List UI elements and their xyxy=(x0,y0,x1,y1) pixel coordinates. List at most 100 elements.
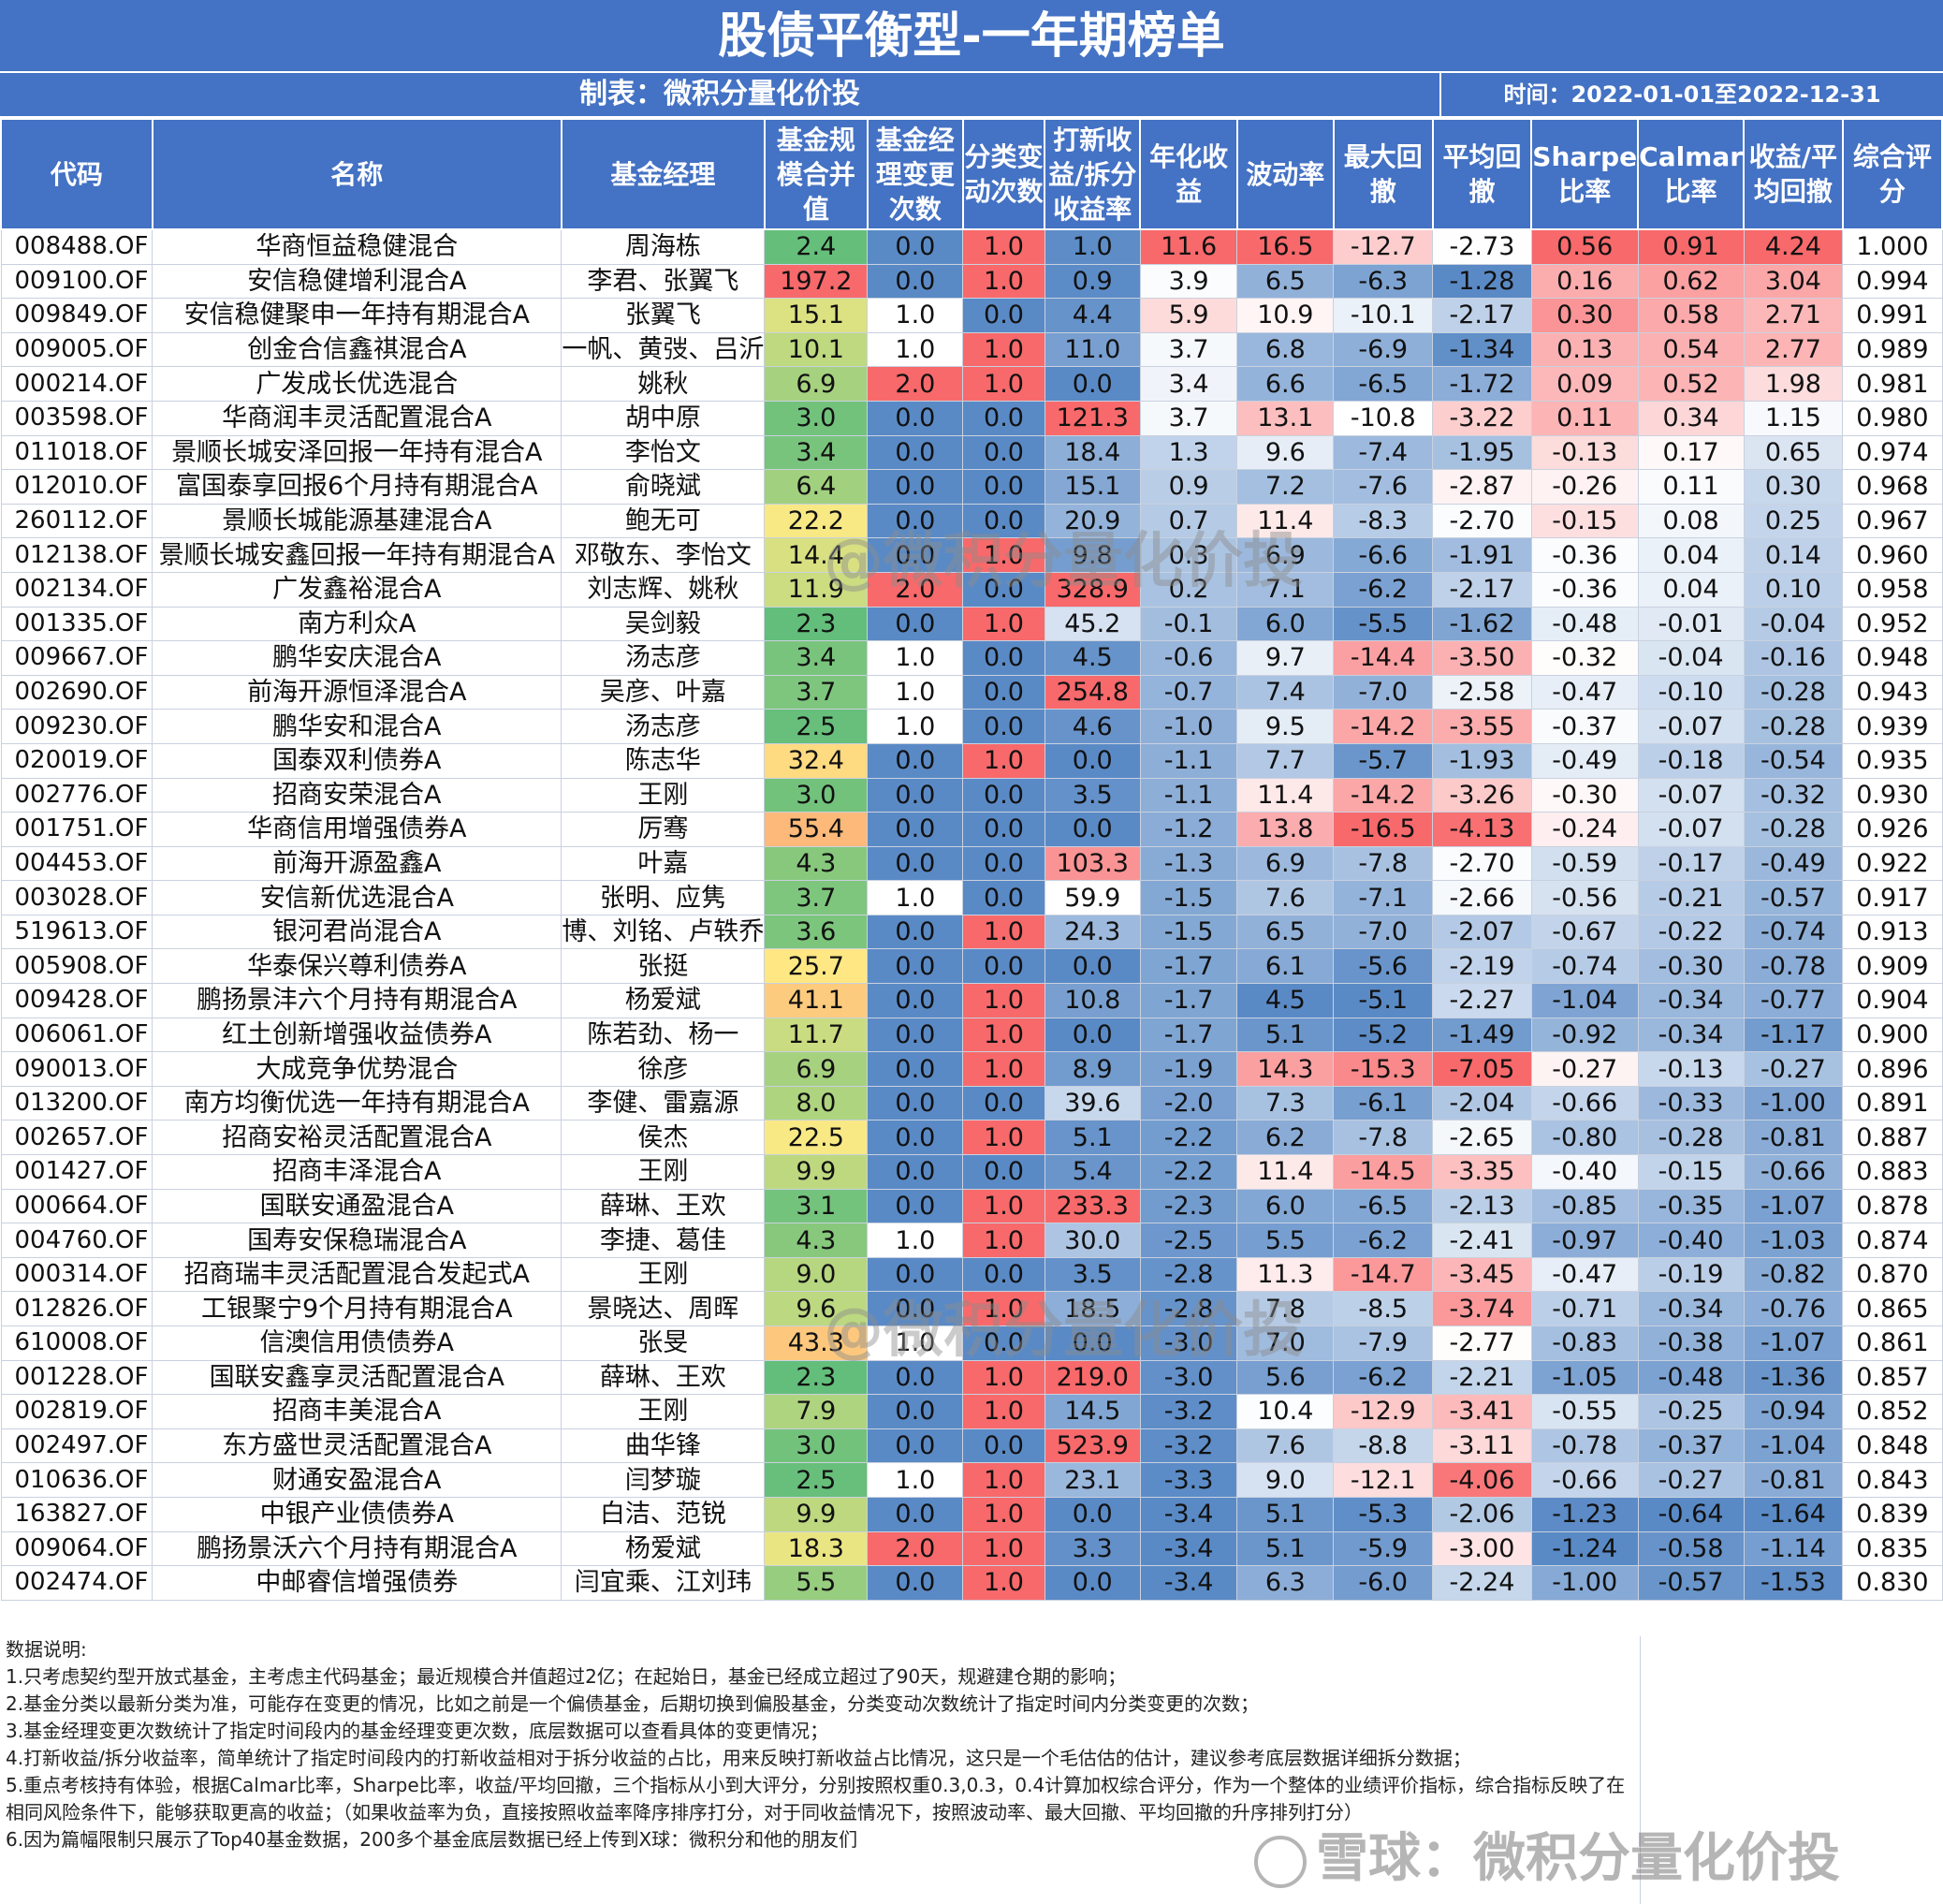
col-header: 名称 xyxy=(151,118,562,230)
table-row: 009100.OF 安信稳健增利混合A 李君、张翼飞 197.2 0.0 1.0 0.9 3.… xyxy=(0,263,1943,300)
return-avg-drawdown-cell: -1.17 xyxy=(1743,1017,1844,1053)
manager-change-count-cell: 0.0 xyxy=(867,1394,964,1429)
return-avg-drawdown-cell: -0.74 xyxy=(1743,914,1844,950)
category-change-count-cell: 1.0 xyxy=(962,1359,1045,1396)
fund-size-cell: 10.1 xyxy=(764,331,869,368)
volatility-cell: 9.0 xyxy=(1236,1462,1335,1498)
return-avg-drawdown-cell: -0.28 xyxy=(1743,812,1844,847)
sharpe-ratio-cell: -0.32 xyxy=(1530,640,1639,676)
table-header-row: 代码 名称 基金经理 基金规模合并值 基金经理变更次数 分类变动次数 打新收益/拆分收益率年… xyxy=(0,118,1943,230)
note-line: 4.打新收益/拆分收益率，简单统计了指定时间段内的打新收益相对于拆分收益的占比，… xyxy=(6,1747,1471,1769)
category-change-count-cell: 0.0 xyxy=(962,812,1045,847)
table-row: 005908.OF 华泰保兴尊利债券A 张挺 25.7 0.0 0.0 0.0 -1.7 6.1… xyxy=(0,948,1943,985)
category-change-count-cell: 0.0 xyxy=(962,777,1045,813)
note-line: 3.基金经理变更次数统计了指定时间段内的基金经理变更次数，底层数据可以查看具体的… xyxy=(6,1720,829,1742)
note-line: 1.只考虑契约型开放式基金，主考虑主代码基金；最近规模合并值超过2亿；在起始日，… xyxy=(6,1665,1127,1688)
col-header: 收益/平均回撤 xyxy=(1743,118,1844,230)
annualized-return-cell: -1.1 xyxy=(1139,777,1238,813)
fund-manager-cell: 姚秋 xyxy=(561,366,766,402)
avg-drawdown-cell: -2.65 xyxy=(1432,1120,1532,1156)
annualized-return-cell: -1.7 xyxy=(1139,948,1238,985)
volatility-cell: 11.4 xyxy=(1236,777,1335,813)
volatility-cell: 4.5 xyxy=(1236,983,1335,1018)
fund-size-cell: 7.9 xyxy=(764,1394,869,1429)
fund-name-cell: 国联安通盈混合A xyxy=(152,1188,562,1224)
annualized-return-cell: -0.7 xyxy=(1139,674,1238,710)
return-avg-drawdown-cell: 2.71 xyxy=(1743,298,1844,333)
fund-code-cell: 011018.OF xyxy=(0,434,153,471)
fund-code-cell: 008488.OF xyxy=(0,228,153,265)
sharpe-ratio-cell: -0.15 xyxy=(1530,503,1639,539)
fund-manager-cell: 王刚 xyxy=(561,1394,766,1429)
return-avg-drawdown-cell: 0.30 xyxy=(1743,469,1844,505)
fund-code-cell: 003028.OF xyxy=(0,880,153,915)
annualized-return-cell: -3.4 xyxy=(1139,1531,1238,1567)
fund-size-cell: 3.4 xyxy=(764,434,869,471)
fund-size-cell: 197.2 xyxy=(764,263,869,300)
col-header: 年化收益 xyxy=(1139,118,1238,230)
avg-drawdown-cell: -2.17 xyxy=(1432,298,1532,333)
fund-size-cell: 22.5 xyxy=(764,1120,869,1156)
col-header: 基金经理变更次数 xyxy=(866,118,964,230)
max-drawdown-cell: -5.7 xyxy=(1333,742,1434,779)
avg-drawdown-cell: -1.49 xyxy=(1432,1017,1532,1053)
col-header: 平均回撤 xyxy=(1431,118,1533,230)
annualized-return-cell: -2.2 xyxy=(1139,1120,1238,1156)
calmar-ratio-cell: -0.18 xyxy=(1637,742,1745,779)
sharpe-ratio-cell: -1.24 xyxy=(1530,1531,1639,1567)
calmar-ratio-cell: 0.62 xyxy=(1637,263,1745,300)
composite-score-cell: 0.967 xyxy=(1842,503,1943,539)
category-change-count-cell: 0.0 xyxy=(962,434,1045,471)
max-drawdown-cell: -12.1 xyxy=(1333,1462,1434,1498)
max-drawdown-cell: -6.9 xyxy=(1333,331,1434,368)
volatility-cell: 6.0 xyxy=(1236,606,1335,642)
avg-drawdown-cell: -3.35 xyxy=(1432,1154,1532,1190)
col-header: 基金规模合并值 xyxy=(763,118,869,230)
fund-size-cell: 4.3 xyxy=(764,1223,869,1258)
fund-name-cell: 华泰保兴尊利债券A xyxy=(152,948,562,985)
annualized-return-cell: -1.1 xyxy=(1139,742,1238,779)
composite-score-cell: 0.943 xyxy=(1842,674,1943,710)
table-row: 009064.OF 鹏扬景沃六个月持有期混合A 杨爱斌 18.3 2.0 1.0 3.3 -3… xyxy=(0,1531,1943,1567)
fund-name-cell: 信澳信用债债券A xyxy=(152,1325,562,1361)
max-drawdown-cell: -14.2 xyxy=(1333,709,1434,744)
calmar-ratio-cell: -0.21 xyxy=(1637,880,1745,915)
note-line: 数据说明: xyxy=(6,1638,87,1661)
ipo-return-ratio-cell: 11.0 xyxy=(1044,331,1141,368)
table-row: 002776.OF 招商安荣混合A 王刚 3.0 0.0 0.0 3.5 -1.1 11.4 -1… xyxy=(0,777,1943,813)
fund-code-cell: 005908.OF xyxy=(0,948,153,985)
table-row: 004760.OF 国寿安保稳瑞混合A 李捷、葛佳 4.3 1.0 1.0 30.0 -2.5… xyxy=(0,1223,1943,1258)
calmar-ratio-cell: -0.22 xyxy=(1637,914,1745,950)
manager-change-count-cell: 0.0 xyxy=(867,948,964,985)
fund-name-cell: 招商安荣混合A xyxy=(152,777,562,813)
annualized-return-cell: -3.3 xyxy=(1139,1462,1238,1498)
composite-score-cell: 0.839 xyxy=(1842,1496,1943,1532)
max-drawdown-cell: -5.5 xyxy=(1333,606,1434,642)
manager-change-count-cell: 0.0 xyxy=(867,606,964,642)
fund-code-cell: 002657.OF xyxy=(0,1120,153,1156)
ipo-return-ratio-cell: 5.4 xyxy=(1044,1154,1141,1190)
ipo-return-ratio-cell: 0.0 xyxy=(1044,1325,1141,1361)
composite-score-cell: 0.848 xyxy=(1842,1428,1943,1464)
fund-manager-cell: 薛琳、王欢 xyxy=(561,1359,766,1396)
composite-score-cell: 0.980 xyxy=(1842,400,1943,436)
max-drawdown-cell: -6.3 xyxy=(1333,263,1434,300)
fund-size-cell: 6.9 xyxy=(764,366,869,402)
volatility-cell: 9.5 xyxy=(1236,709,1335,744)
volatility-cell: 11.4 xyxy=(1236,1154,1335,1190)
sharpe-ratio-cell: 0.30 xyxy=(1530,298,1639,333)
fund-manager-cell: 白洁、范锐 xyxy=(561,1496,766,1532)
manager-change-count-cell: 2.0 xyxy=(867,1531,964,1567)
calmar-ratio-cell: -0.58 xyxy=(1637,1531,1745,1567)
category-change-count-cell: 0.0 xyxy=(962,298,1045,333)
sharpe-ratio-cell: -0.47 xyxy=(1530,1256,1639,1293)
ipo-return-ratio-cell: 1.0 xyxy=(1044,228,1141,265)
return-avg-drawdown-cell: -1.07 xyxy=(1743,1325,1844,1361)
fund-manager-cell: 闫梦璇 xyxy=(561,1462,766,1498)
table-row: 012826.OF 工银聚宁9个月持有期混合A 景晓达、周晖 9.6 0.0 1.0 18.… xyxy=(0,1291,1943,1326)
max-drawdown-cell: -14.4 xyxy=(1333,640,1434,676)
avg-drawdown-cell: -2.19 xyxy=(1432,948,1532,985)
fund-code-cell: 002819.OF xyxy=(0,1394,153,1429)
volatility-cell: 6.6 xyxy=(1236,366,1335,402)
max-drawdown-cell: -5.9 xyxy=(1333,1531,1434,1567)
